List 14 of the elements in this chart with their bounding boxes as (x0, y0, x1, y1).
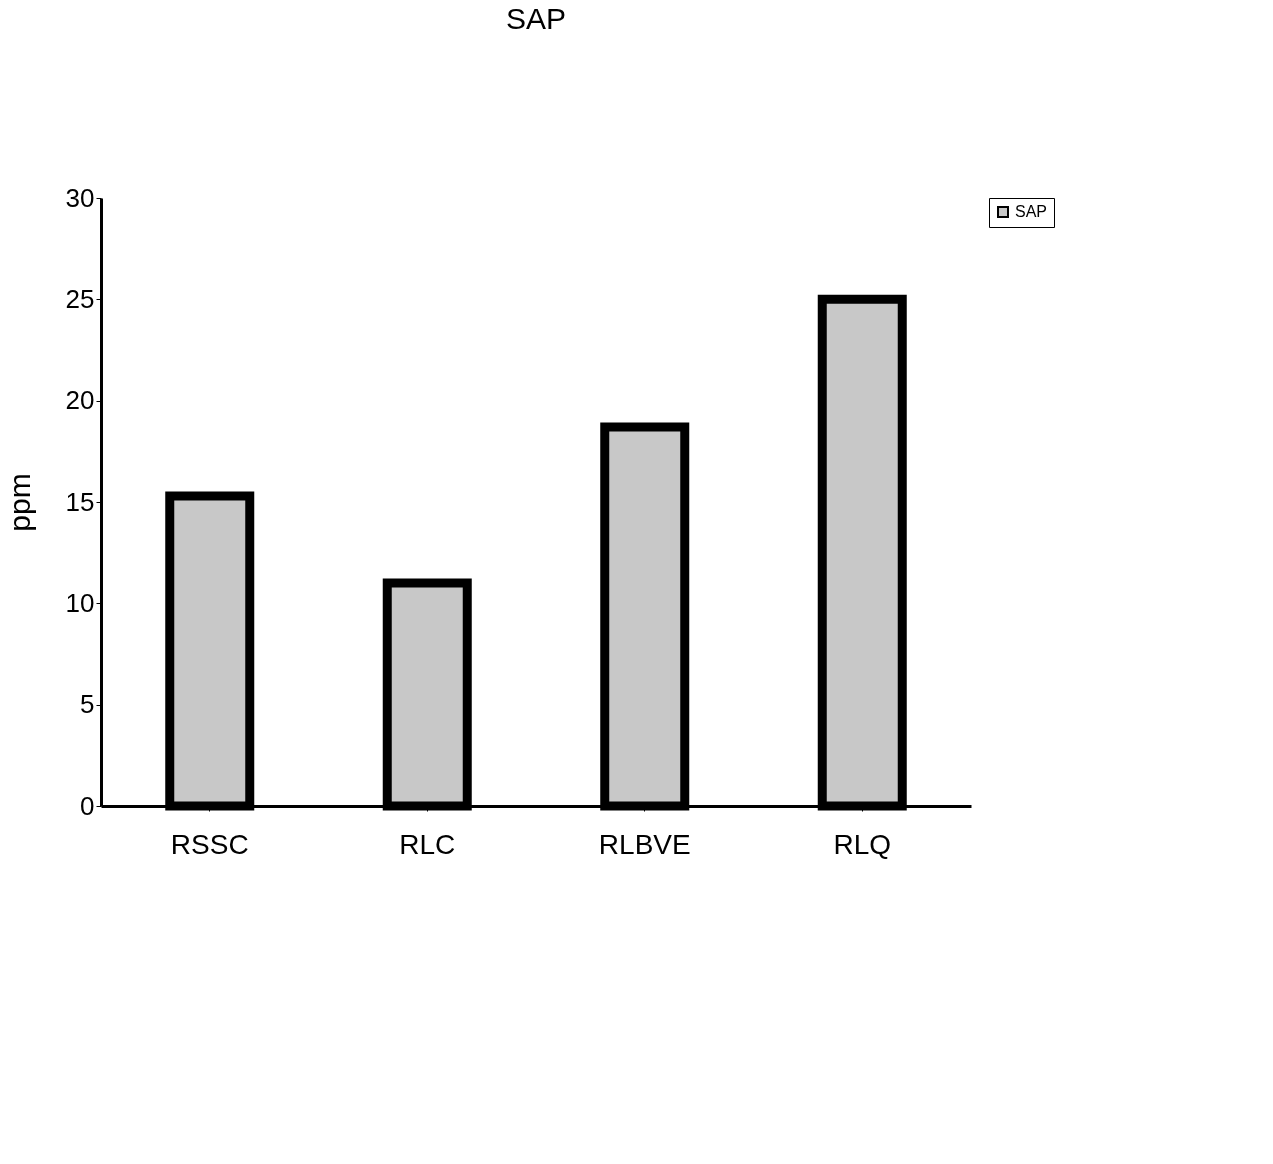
y-tick-label: 30 (65, 182, 95, 213)
x-tick-label: RLBVE (598, 828, 691, 860)
y-tick-label: 5 (80, 689, 95, 720)
y-tick-label: 10 (65, 587, 95, 618)
y-tick-label: 20 (65, 385, 95, 416)
y-tick-label: 0 (80, 790, 95, 821)
y-axis-title: ppm (2, 473, 36, 532)
x-tick-label: RSSC (170, 828, 249, 860)
chart-title: SAP (505, 2, 567, 35)
y-tick-label: 25 (65, 283, 95, 314)
x-tick-label: RLC (399, 828, 456, 860)
y-tick-label: 15 (65, 486, 95, 517)
x-tick-label: RLQ (833, 828, 892, 860)
legend-label: SAP (1015, 203, 1048, 220)
